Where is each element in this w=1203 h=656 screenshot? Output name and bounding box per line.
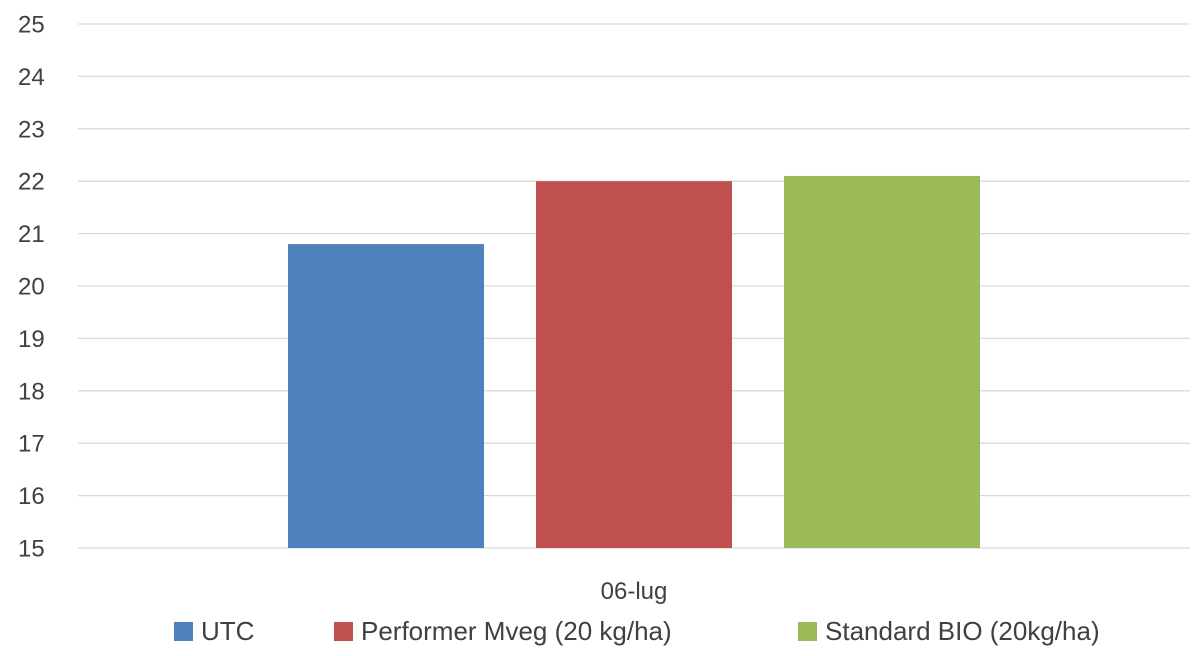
legend-item: UTC xyxy=(174,616,254,646)
legend-label: Standard BIO (20kg/ha) xyxy=(825,616,1100,646)
y-tick-label: 15 xyxy=(18,536,45,563)
bar-standard-bio-20kg-ha xyxy=(784,175,980,548)
legend: UTC Performer Mveg (20 kg/ha) Standard BIO… xyxy=(174,616,1100,646)
x-axis-labels: 06-lug xyxy=(601,578,668,605)
legend-swatch xyxy=(798,622,817,641)
y-axis-ticks: 15 16 17 18 19 20 21 22 23 24 25 xyxy=(18,12,45,563)
y-tick-label: 22 xyxy=(18,169,45,196)
y-tick-label: 16 xyxy=(18,483,45,510)
bar-performer-mveg-20-kg-ha xyxy=(536,181,732,548)
bar-utc xyxy=(288,244,484,548)
legend-item: Standard BIO (20kg/ha) xyxy=(798,616,1100,646)
y-tick-label: 17 xyxy=(18,431,45,458)
legend-label: Performer Mveg (20 kg/ha) xyxy=(361,616,672,646)
y-tick-label: 25 xyxy=(18,12,45,39)
y-tick-label: 21 xyxy=(18,221,45,248)
legend-swatch xyxy=(334,622,353,641)
y-tick-label: 18 xyxy=(18,378,45,405)
y-tick-label: 20 xyxy=(18,274,45,301)
legend-swatch xyxy=(174,622,193,641)
y-tick-label: 24 xyxy=(18,64,45,91)
bars xyxy=(288,175,980,548)
y-tick-label: 23 xyxy=(18,116,45,143)
legend-label: UTC xyxy=(201,616,254,646)
legend-item: Performer Mveg (20 kg/ha) xyxy=(334,616,672,646)
y-tick-label: 19 xyxy=(18,326,45,353)
x-category-label: 06-lug xyxy=(601,578,668,605)
